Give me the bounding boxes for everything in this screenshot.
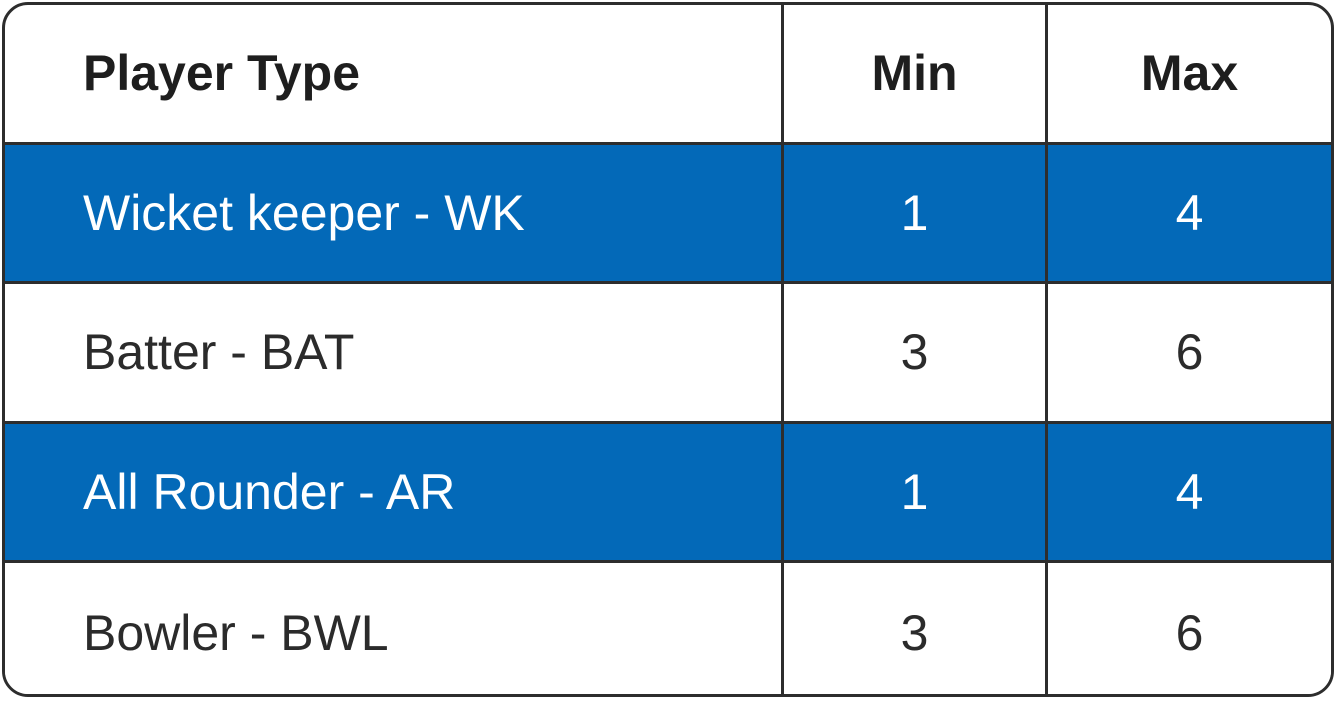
max-cell: 6 — [1175, 324, 1204, 381]
min-cell: 1 — [784, 144, 1048, 281]
player-type-cell: Wicket keeper - WK — [5, 144, 784, 281]
player-type-cell: All Rounder - AR — [5, 423, 784, 560]
max-cell: 4 — [1175, 463, 1204, 520]
table-row: Batter - BAT 3 6 — [5, 284, 1331, 424]
player-type-cell: Batter - BAT — [5, 284, 784, 421]
player-type-cell: Bowler - BWL — [5, 563, 784, 694]
header-player-type: Player Type — [5, 5, 784, 142]
table-row: Wicket keeper - WK 1 4 — [5, 144, 1331, 284]
header-max: Max — [1140, 45, 1239, 102]
min-cell: 3 — [784, 563, 1048, 694]
max-cell: 6 — [1175, 604, 1204, 661]
table-row: Bowler - BWL 3 6 — [5, 563, 1331, 694]
table-row: All Rounder - AR 1 4 — [5, 423, 1331, 563]
min-cell: 3 — [784, 284, 1048, 421]
header-min: Min — [784, 5, 1048, 142]
min-cell: 1 — [784, 423, 1048, 560]
table-header-row: Player Type Min Max — [5, 5, 1331, 145]
max-cell: 4 — [1175, 184, 1204, 241]
